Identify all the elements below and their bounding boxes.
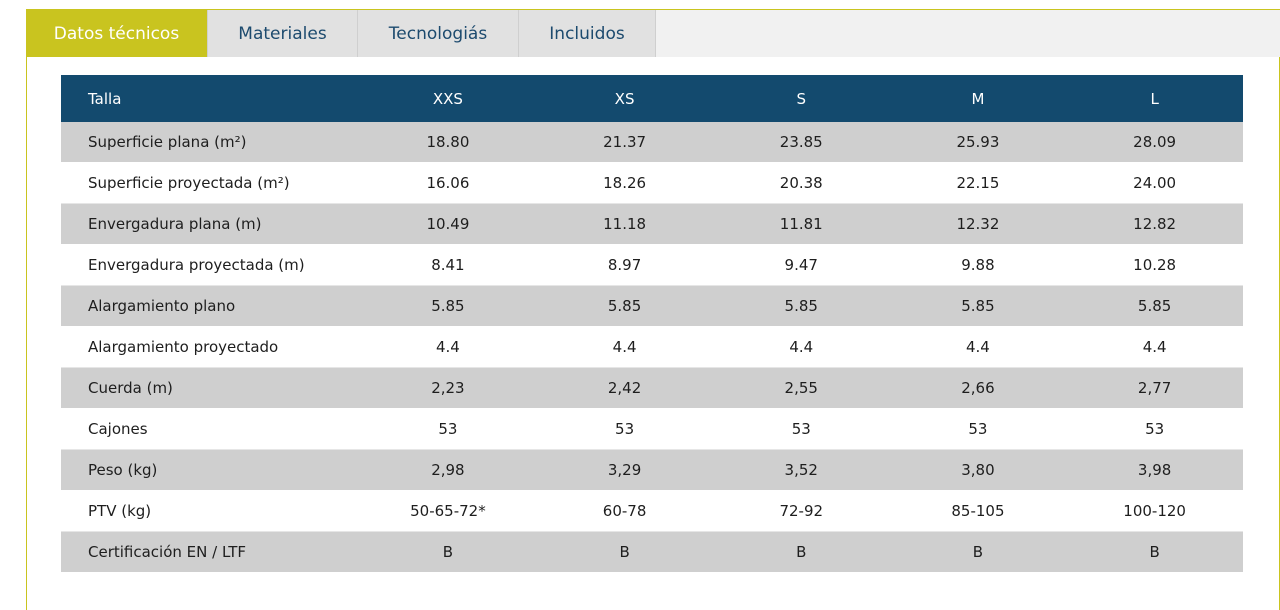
cell-value: B: [889, 532, 1067, 573]
cell-value: 4.4: [889, 327, 1067, 368]
table-row: Certificación EN / LTF B B B B B: [61, 532, 1243, 573]
cell-value: 10.28: [1066, 245, 1243, 286]
header-size: M: [889, 75, 1067, 122]
header-size: XS: [536, 75, 713, 122]
cell-value: 18.80: [359, 122, 537, 163]
cell-value: 2,66: [889, 368, 1067, 409]
cell-value: 5.85: [359, 286, 537, 327]
table-row: Alargamiento plano 5.85 5.85 5.85 5.85 5.85: [61, 286, 1243, 327]
header-size: L: [1066, 75, 1243, 122]
table-row: Cajones 53 53 53 53 53: [61, 409, 1243, 450]
table-row: Peso (kg) 2,98 3,29 3,52 3,80 3,98: [61, 450, 1243, 491]
header-talla: Talla: [61, 75, 360, 122]
cell-value: 28.09: [1066, 122, 1243, 163]
row-label: Envergadura proyectada (m): [61, 245, 360, 286]
cell-value: B: [536, 532, 713, 573]
cell-value: 21.37: [536, 122, 713, 163]
specs-table: Talla XXS XS S M L Superficie plana (m²)…: [61, 75, 1243, 573]
cell-value: B: [1066, 532, 1243, 573]
cell-value: 11.81: [712, 204, 890, 245]
table-header-row: Talla XXS XS S M L: [61, 75, 1243, 122]
table-row: Superficie proyectada (m²) 16.06 18.26 20.3…: [61, 163, 1243, 204]
cell-value: 3,98: [1066, 450, 1243, 491]
cell-value: 18.26: [536, 163, 713, 204]
cell-value: 4.4: [1066, 327, 1243, 368]
cell-value: 53: [359, 409, 537, 450]
tab-materiales[interactable]: Materiales: [208, 10, 358, 58]
cell-value: 5.85: [712, 286, 890, 327]
cell-value: 53: [536, 409, 713, 450]
header-size: XXS: [359, 75, 537, 122]
row-label: Superficie proyectada (m²): [61, 163, 360, 204]
tab-datos-tecnicos[interactable]: Datos técnicos: [26, 10, 208, 58]
table-row: Envergadura proyectada (m) 8.41 8.97 9.47 9.…: [61, 245, 1243, 286]
cell-value: 2,77: [1066, 368, 1243, 409]
cell-value: 8.41: [359, 245, 537, 286]
cell-value: 3,29: [536, 450, 713, 491]
header-size: S: [712, 75, 890, 122]
table-row: Cuerda (m) 2,23 2,42 2,55 2,66 2,77: [61, 368, 1243, 409]
cell-value: 23.85: [712, 122, 890, 163]
cell-value: 53: [712, 409, 890, 450]
cell-value: 16.06: [359, 163, 537, 204]
row-label: Alargamiento plano: [61, 286, 360, 327]
cell-value: 85-105: [889, 491, 1067, 532]
row-label: Cajones: [61, 409, 360, 450]
row-label: Envergadura plana (m): [61, 204, 360, 245]
row-label: Superficie plana (m²): [61, 122, 360, 163]
cell-value: 5.85: [889, 286, 1067, 327]
cell-value: 9.47: [712, 245, 890, 286]
table-body: Superficie plana (m²) 18.80 21.37 23.85 25.9…: [61, 122, 1243, 573]
cell-value: 2,98: [359, 450, 537, 491]
cell-value: 72-92: [712, 491, 890, 532]
cell-value: 5.85: [536, 286, 713, 327]
cell-value: 4.4: [359, 327, 537, 368]
cell-value: 3,52: [712, 450, 890, 491]
row-label: Peso (kg): [61, 450, 360, 491]
cell-value: 8.97: [536, 245, 713, 286]
row-label: PTV (kg): [61, 491, 360, 532]
table-row: Envergadura plana (m) 10.49 11.18 11.81 12.3…: [61, 204, 1243, 245]
cell-value: 10.49: [359, 204, 537, 245]
tab-incluidos[interactable]: Incluidos: [519, 10, 656, 58]
cell-value: 11.18: [536, 204, 713, 245]
cell-value: 53: [889, 409, 1067, 450]
cell-value: 4.4: [712, 327, 890, 368]
cell-value: B: [712, 532, 890, 573]
row-label: Cuerda (m): [61, 368, 360, 409]
cell-value: 53: [1066, 409, 1243, 450]
cell-value: 12.32: [889, 204, 1067, 245]
table-row: PTV (kg) 50-65-72* 60-78 72-92 85-105 100-120: [61, 491, 1243, 532]
cell-value: 50-65-72*: [359, 491, 537, 532]
cell-value: 24.00: [1066, 163, 1243, 204]
row-label: Alargamiento proyectado: [61, 327, 360, 368]
tab-bar: Datos técnicos Materiales Tecnologiás In…: [26, 9, 1280, 58]
cell-value: 12.82: [1066, 204, 1243, 245]
cell-value: 9.88: [889, 245, 1067, 286]
cell-value: 60-78: [536, 491, 713, 532]
cell-value: 2,55: [712, 368, 890, 409]
cell-value: 25.93: [889, 122, 1067, 163]
table-row: Superficie plana (m²) 18.80 21.37 23.85 25.9…: [61, 122, 1243, 163]
cell-value: 5.85: [1066, 286, 1243, 327]
cell-value: 22.15: [889, 163, 1067, 204]
cell-value: 100-120: [1066, 491, 1243, 532]
row-label: Certificación EN / LTF: [61, 532, 360, 573]
cell-value: 2,23: [359, 368, 537, 409]
tab-tecnologias[interactable]: Tecnologiás: [358, 10, 519, 58]
cell-value: B: [359, 532, 537, 573]
table-row: Alargamiento proyectado 4.4 4.4 4.4 4.4 4.4: [61, 327, 1243, 368]
cell-value: 2,42: [536, 368, 713, 409]
cell-value: 20.38: [712, 163, 890, 204]
cell-value: 3,80: [889, 450, 1067, 491]
cell-value: 4.4: [536, 327, 713, 368]
